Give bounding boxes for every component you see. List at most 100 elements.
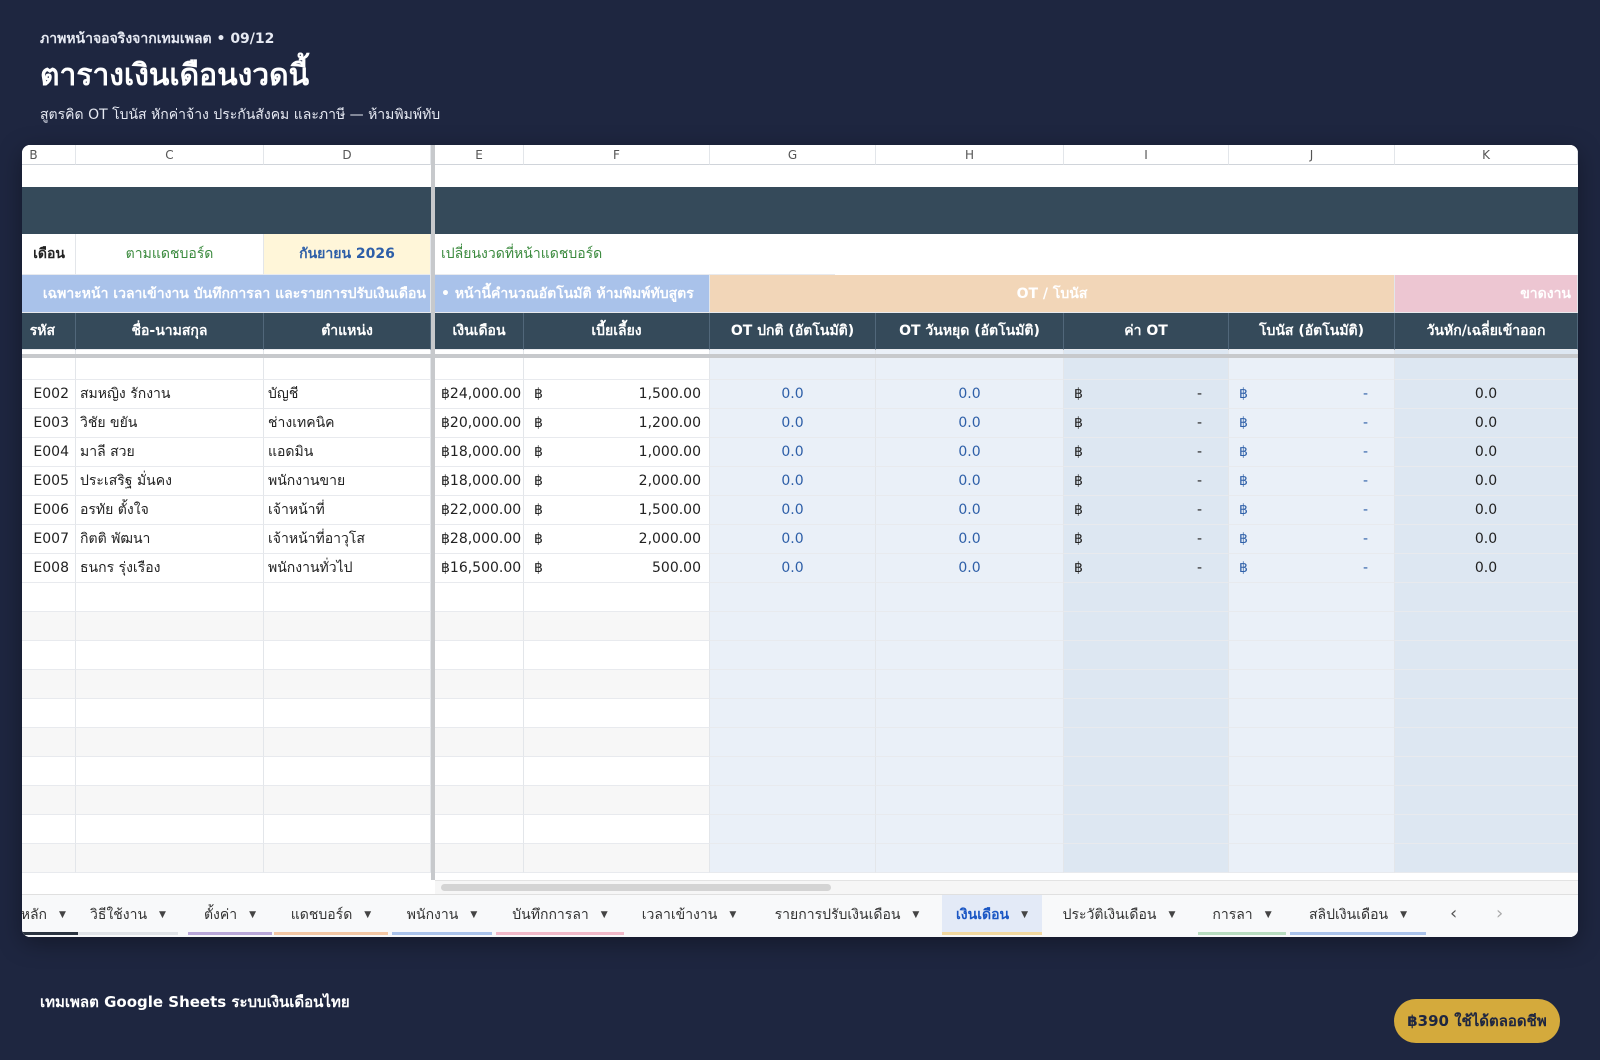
empty-cell[interactable] [710, 786, 876, 815]
empty-cell[interactable] [876, 641, 1064, 670]
employee-id[interactable]: E002 [22, 380, 76, 409]
empty-cell[interactable] [76, 670, 264, 699]
tab-menu-caret-icon[interactable]: ▼ [59, 910, 66, 920]
empty-cell[interactable] [1229, 641, 1395, 670]
allowance-cell[interactable]: ฿ 1,000.00 [524, 438, 710, 467]
sheet-tab-8[interactable]: เงินเดือน ▼ [942, 895, 1042, 935]
empty-cell[interactable] [1064, 612, 1229, 641]
empty-cell[interactable] [22, 699, 76, 728]
empty-cell[interactable] [524, 786, 710, 815]
empty-cell[interactable] [264, 844, 431, 873]
sheet-tab-10[interactable]: การลา ▼ [1198, 895, 1286, 935]
allowance-cell[interactable]: ฿ 1,200.00 [524, 409, 710, 438]
bonus-cell[interactable]: ฿ - [1229, 409, 1395, 438]
empty-cell[interactable] [1229, 757, 1395, 786]
column-title-0[interactable]: รหัส [22, 313, 76, 350]
empty-cell[interactable] [264, 786, 431, 815]
ot-normal-hours[interactable]: 0.0 [710, 525, 876, 554]
empty-cell[interactable] [22, 641, 76, 670]
empty-cell[interactable] [435, 612, 524, 641]
salary-cell[interactable]: ฿ 24,000.00 [435, 380, 524, 409]
sheet-tab-5[interactable]: บันทึกการลา ▼ [496, 895, 624, 935]
ot-normal-hours[interactable]: 0.0 [710, 380, 876, 409]
ot-pay-cell[interactable]: ฿ - [1064, 438, 1229, 467]
tab-menu-caret-icon[interactable]: ▼ [1021, 910, 1028, 920]
ot-normal-hours[interactable]: 0.0 [710, 496, 876, 525]
tabs-prev-button[interactable]: ‹ [1450, 903, 1458, 924]
salary-cell[interactable]: ฿ 22,000.00 [435, 496, 524, 525]
empty-cell[interactable] [524, 583, 710, 612]
empty-cell[interactable] [1395, 757, 1578, 786]
empty-cell[interactable] [710, 641, 876, 670]
empty-cell[interactable] [76, 583, 264, 612]
empty-cell[interactable] [435, 699, 524, 728]
empty-cell[interactable] [22, 786, 76, 815]
ot-pay-cell[interactable]: ฿ - [1064, 525, 1229, 554]
employee-name[interactable]: ประเสริฐ มั่นคง [76, 467, 264, 496]
deduct-days[interactable]: 0.0 [1395, 380, 1578, 409]
sheet-tab-7[interactable]: รายการปรับเงินเดือน ▼ [756, 895, 938, 935]
column-header-d[interactable]: D [264, 145, 431, 165]
employee-name[interactable]: อรทัย ตั้งใจ [76, 496, 264, 525]
empty-cell[interactable] [76, 815, 264, 844]
spacer-cell[interactable] [76, 350, 264, 380]
column-header-j[interactable]: J [1229, 145, 1395, 165]
column-header-c[interactable]: C [76, 145, 264, 165]
empty-cell[interactable] [1395, 844, 1578, 873]
empty-cell[interactable] [1064, 699, 1229, 728]
salary-cell[interactable]: ฿ 16,500.00 [435, 554, 524, 583]
empty-cell[interactable] [524, 612, 710, 641]
column-header-f[interactable]: F [524, 145, 710, 165]
empty-cell[interactable] [876, 583, 1064, 612]
empty-cell[interactable] [710, 670, 876, 699]
empty-cell[interactable] [710, 699, 876, 728]
employee-id[interactable]: E008 [22, 554, 76, 583]
bonus-cell[interactable]: ฿ - [1229, 525, 1395, 554]
ot-holiday-hours[interactable]: 0.0 [876, 438, 1064, 467]
empty-cell[interactable] [1229, 699, 1395, 728]
spacer-cell[interactable] [524, 350, 710, 380]
price-button[interactable]: ฿390 ใช้ได้ตลอดชีพ [1394, 999, 1560, 1043]
empty-cell[interactable] [22, 844, 76, 873]
column-header-b[interactable]: B [22, 145, 76, 165]
empty-cell[interactable] [1395, 728, 1578, 757]
empty-cell[interactable] [264, 612, 431, 641]
empty-cell[interactable] [1064, 641, 1229, 670]
employee-id[interactable]: E003 [22, 409, 76, 438]
ot-normal-hours[interactable]: 0.0 [710, 467, 876, 496]
column-header-k[interactable]: K [1395, 145, 1578, 165]
empty-cell[interactable] [876, 699, 1064, 728]
empty-cell[interactable] [1064, 583, 1229, 612]
deduct-days[interactable]: 0.0 [1395, 496, 1578, 525]
empty-cell[interactable] [22, 612, 76, 641]
empty-cell[interactable] [22, 757, 76, 786]
empty-cell[interactable] [1229, 670, 1395, 699]
tab-menu-caret-icon[interactable]: ▼ [249, 910, 257, 920]
spacer-cell[interactable] [22, 350, 76, 380]
frozen-row-divider[interactable] [22, 354, 1578, 358]
empty-cell[interactable] [1064, 757, 1229, 786]
tabs-next-button[interactable]: › [1496, 903, 1504, 924]
spacer-cell[interactable] [264, 350, 431, 380]
allowance-cell[interactable]: ฿ 1,500.00 [524, 380, 710, 409]
sheet-tab-1[interactable]: วิธีใช้งาน ▼ [78, 895, 178, 935]
tab-menu-caret-icon[interactable]: ▼ [364, 910, 372, 920]
employee-position[interactable]: ช่างเทคนิค [264, 409, 431, 438]
ot-holiday-hours[interactable]: 0.0 [876, 525, 1064, 554]
column-title-5[interactable]: OT ปกติ (อัตโนมัติ) [710, 313, 876, 350]
empty-cell[interactable] [524, 670, 710, 699]
empty-cell[interactable] [1395, 583, 1578, 612]
empty-cell[interactable] [876, 670, 1064, 699]
column-title-8[interactable]: โบนัส (อัตโนมัติ) [1229, 313, 1395, 350]
empty-cell[interactable] [876, 612, 1064, 641]
ot-holiday-hours[interactable]: 0.0 [876, 496, 1064, 525]
empty-cell[interactable] [435, 815, 524, 844]
empty-cell[interactable] [876, 815, 1064, 844]
empty-cell[interactable] [524, 815, 710, 844]
empty-cell[interactable] [76, 844, 264, 873]
empty-cell[interactable] [435, 583, 524, 612]
deduct-days[interactable]: 0.0 [1395, 467, 1578, 496]
sheet-tab-3[interactable]: แดชบอร์ด ▼ [274, 895, 388, 935]
employee-id[interactable]: E004 [22, 438, 76, 467]
horizontal-scrollbar-thumb[interactable] [441, 884, 831, 891]
